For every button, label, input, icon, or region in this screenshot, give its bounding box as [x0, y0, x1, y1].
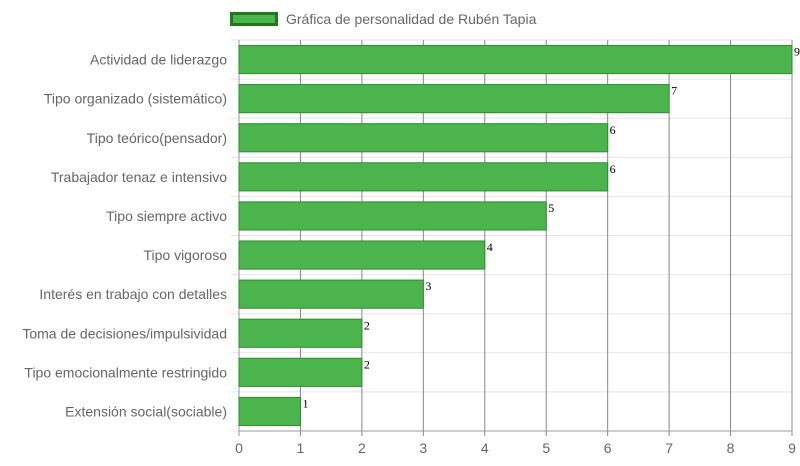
x-tick-label: 6 — [604, 440, 612, 456]
category-label: Toma de decisiones/impulsividad — [22, 325, 227, 341]
data-label: 2 — [364, 318, 370, 332]
category-label: Extensión social(sociable) — [65, 403, 227, 419]
data-label: 9 — [794, 45, 800, 59]
category-label: Tipo siempre activo — [106, 208, 227, 224]
category-labels: Actividad de liderazgo Tipo organizado (s… — [22, 52, 227, 420]
bar[interactable] — [238, 240, 486, 270]
bar[interactable] — [238, 44, 793, 75]
category-label: Trabajador tenaz e intensivo — [51, 169, 227, 185]
x-tick-label: 9 — [788, 440, 796, 456]
bar[interactable] — [238, 201, 547, 231]
x-tick-label: 0 — [235, 440, 243, 456]
bar[interactable] — [238, 162, 609, 192]
data-label: 4 — [487, 240, 493, 254]
data-label: 7 — [671, 84, 677, 98]
chart-legend[interactable]: Gráfica de personalidad de Rubén Tapia — [230, 8, 536, 30]
bar[interactable] — [238, 396, 301, 427]
category-label: Tipo organizado (sistemático) — [44, 91, 227, 107]
data-label: 5 — [548, 201, 554, 215]
category-label: Tipo emocionalmente restringido — [24, 364, 227, 380]
bar[interactable] — [238, 318, 363, 348]
legend-label: Gráfica de personalidad de Rubén Tapia — [286, 11, 537, 27]
data-label: 6 — [610, 162, 616, 176]
x-tick-label: 2 — [358, 440, 366, 456]
bar[interactable] — [238, 84, 670, 114]
data-label: 3 — [425, 279, 431, 293]
x-tick-label: 7 — [665, 440, 673, 456]
bar[interactable] — [238, 123, 609, 153]
category-label: Tipo teórico(pensador) — [87, 130, 227, 146]
bar[interactable] — [238, 357, 363, 387]
data-label: 6 — [610, 123, 616, 137]
bar[interactable] — [238, 279, 424, 309]
data-label: 2 — [364, 357, 370, 371]
x-tick-label: 1 — [297, 440, 305, 456]
x-tick-label: 8 — [727, 440, 735, 456]
data-label: 1 — [302, 396, 308, 410]
legend-swatch — [230, 12, 278, 26]
category-label: Actividad de liderazgo — [90, 52, 227, 68]
category-label: Tipo vigoroso — [143, 247, 227, 263]
x-tick-label: 4 — [481, 440, 489, 456]
value-labels: 9 7 6 6 5 4 3 2 2 1 — [302, 45, 800, 411]
category-label: Interés en trabajo con detalles — [39, 286, 227, 302]
x-tick-label: 3 — [419, 440, 427, 456]
x-tick-label: 5 — [542, 440, 550, 456]
x-axis-ticks: 0 1 2 3 4 5 6 7 8 9 — [235, 440, 796, 456]
bars — [238, 44, 793, 427]
